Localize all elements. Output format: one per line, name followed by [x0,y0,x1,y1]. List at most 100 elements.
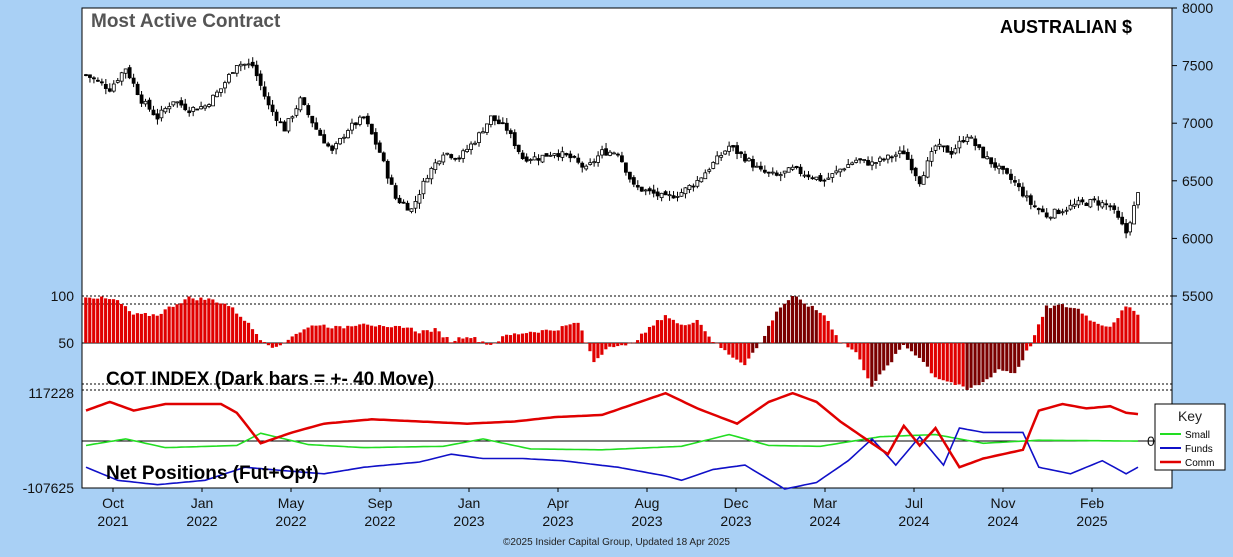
cot-bar [501,336,505,343]
candle-body [274,111,279,121]
candle-body [715,155,720,165]
candle-body [1040,208,1045,213]
x-tick-year: 2025 [1076,513,1107,529]
candle-body [532,156,537,161]
cot-bar [1029,343,1033,347]
candle-body [596,155,601,163]
cot-bar [401,327,405,343]
candle-body [679,192,684,197]
candle-body [441,154,446,163]
candle-body [195,108,200,111]
candle-body [540,154,545,163]
cot-bar [298,332,302,343]
cot-bar [854,343,858,353]
candle-body [1116,210,1121,218]
cot-bar [211,299,215,343]
cot-bar [385,327,390,343]
cot-bar [227,306,231,343]
candle-body [941,145,946,148]
cot-bar [92,298,96,343]
candle-body [806,174,811,178]
cot-bar [111,299,116,343]
cot-bar [290,336,294,343]
cot-bar [242,320,247,343]
candle-body [870,161,874,166]
candle-body [1096,200,1101,206]
cot-bar [370,325,374,343]
cot-bar [870,343,874,387]
candle-body [635,185,640,188]
cot-bar [473,337,477,343]
candle-body [1124,223,1129,234]
cot-bar [1048,308,1053,343]
candle-body [818,175,823,182]
cot-bar [223,303,227,343]
candle-body [711,162,716,169]
candle-body [854,159,859,163]
cot-bar [1005,343,1009,372]
plot-area [81,7,1173,489]
cot-bar [902,343,906,345]
x-tick-year: 2024 [809,513,840,529]
cot-bar [822,315,826,343]
candle-body [457,157,462,160]
candle-body [282,121,287,132]
candle-body [322,134,327,144]
candle-body [1028,195,1033,205]
cot-bar [318,325,322,343]
candle-body [516,144,521,153]
cot-bar [767,325,771,343]
candle-body [663,191,668,196]
candle-body [191,107,196,112]
candle-body [449,154,454,159]
cot-bar [88,297,92,343]
cot-bar [711,342,715,343]
cot-bar [1025,343,1029,351]
x-tick-month: Feb [1080,495,1104,511]
candle-body [1052,208,1057,219]
cot-bar [588,343,592,352]
cot-bar [564,325,568,343]
cot-bar [207,298,211,343]
cot-bar [620,343,624,346]
cot-bar [846,343,850,348]
cot-bar [790,296,795,343]
cot-bar [84,297,88,343]
cot-bar [1009,343,1013,374]
candle-body [945,145,950,153]
cot-bar [600,343,604,355]
cot-bar [115,300,120,343]
cot-bar [409,327,413,343]
candle-body [981,146,986,159]
candle-body [119,72,124,82]
date-axis: Oct 2021 Jan 2022 May 2022 Sep 2022 Jan 2023 Apr 20… [97,488,1108,529]
net-line-comm [85,391,1139,469]
candle-body [576,157,581,163]
candle-body [405,202,410,211]
cot-bar [997,343,1001,370]
cot-bar [850,343,854,350]
candle-body [608,151,612,156]
candle-body [989,157,994,165]
candle-body [1005,168,1009,174]
candle-body [893,154,898,157]
candle-body [814,176,819,180]
candle-body [866,159,870,166]
candle-body [127,67,132,79]
candle-body [485,123,489,133]
cot-bar [108,299,112,343]
cot-bar [131,314,136,343]
cot-bar [215,302,219,343]
cot-bar [286,339,290,343]
cot-bar [469,338,473,343]
cot-bar [723,343,727,351]
candle-body [572,155,577,158]
price-tick-label: 7000 [1182,115,1213,131]
cot-bar [763,335,767,343]
candle-body [481,131,485,134]
candle-body [123,68,128,74]
cot-bar [127,311,132,343]
cot-bar [786,300,791,343]
cot-bar [806,306,810,343]
x-tick-month: Jul [905,495,923,511]
